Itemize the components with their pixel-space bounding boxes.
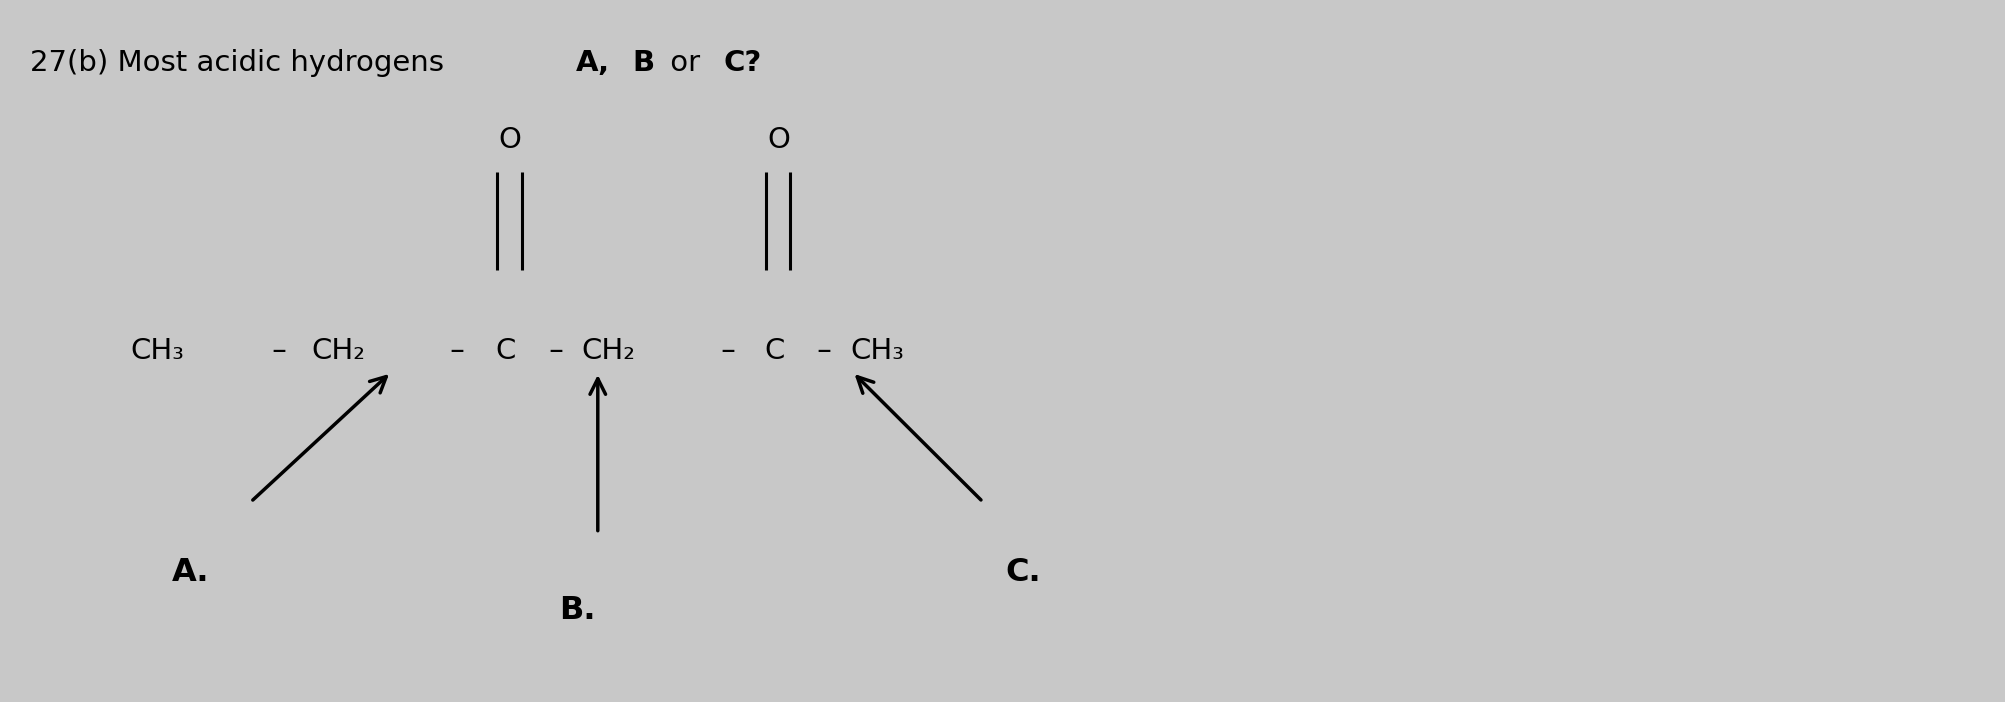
Text: CH₃: CH₃ <box>850 337 904 365</box>
Text: C?: C? <box>722 49 762 77</box>
Text: –: – <box>539 337 571 365</box>
Text: A.: A. <box>172 557 209 588</box>
Text: –: – <box>808 337 840 365</box>
Text: CH₂: CH₂ <box>311 337 365 365</box>
Text: CH₂: CH₂ <box>581 337 636 365</box>
Text: C: C <box>495 337 515 365</box>
Text: O: O <box>497 126 521 154</box>
Text: O: O <box>766 126 790 154</box>
Text: CH₃: CH₃ <box>130 337 184 365</box>
Text: –: – <box>441 337 473 365</box>
Text: –: – <box>263 337 295 365</box>
Text: B.: B. <box>559 595 595 626</box>
Text: or: or <box>660 49 708 77</box>
Text: C: C <box>764 337 784 365</box>
Text: B: B <box>632 49 654 77</box>
Text: A,: A, <box>575 49 610 77</box>
Text: –: – <box>712 337 744 365</box>
Text: C.: C. <box>1005 557 1041 588</box>
Text: 27(b) Most acidic hydrogens: 27(b) Most acidic hydrogens <box>30 49 453 77</box>
